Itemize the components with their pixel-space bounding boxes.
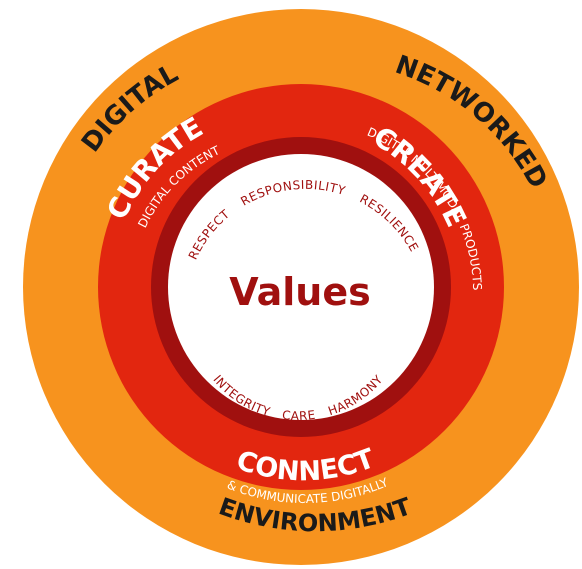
center-circle [168,154,434,420]
center-title: Values [229,270,370,314]
value-care: CARE [281,408,316,423]
